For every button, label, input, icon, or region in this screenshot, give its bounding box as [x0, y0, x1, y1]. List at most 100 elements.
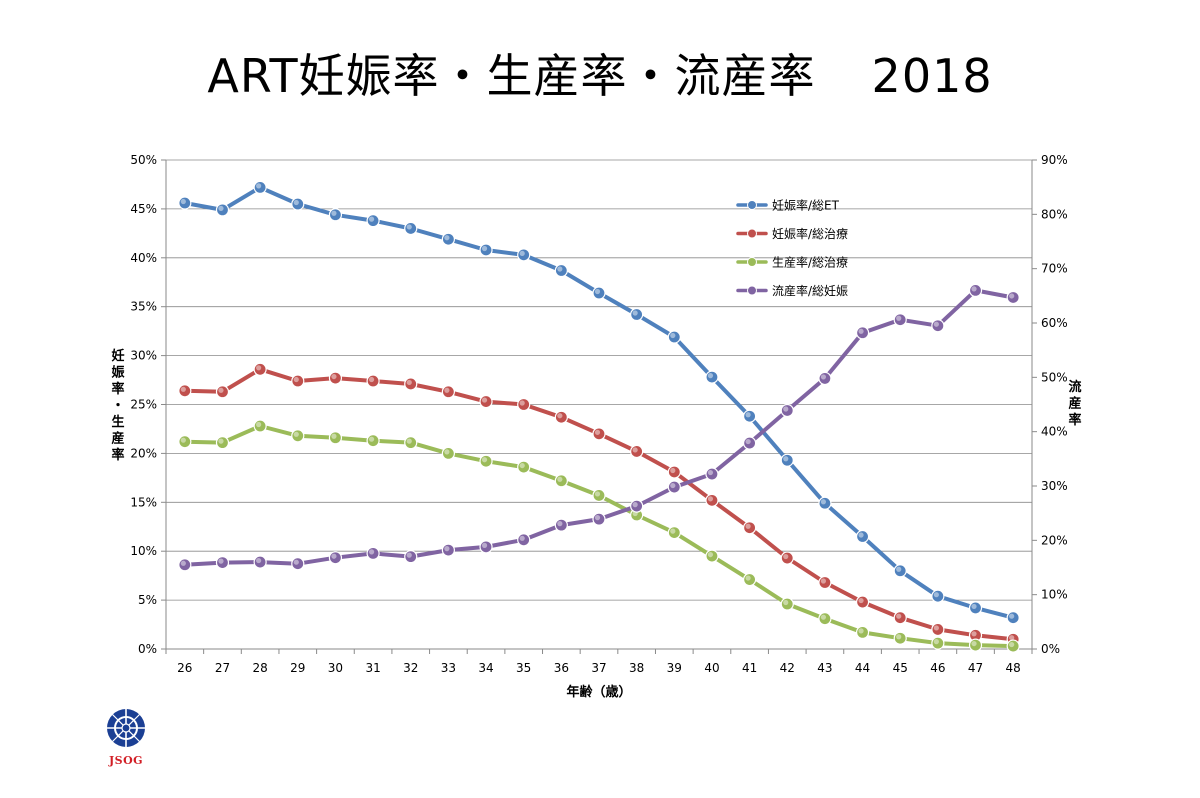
data-point-highlight [707, 496, 714, 502]
data-point-highlight [858, 532, 864, 538]
data-point-highlight [293, 431, 299, 437]
data-point-highlight [594, 515, 601, 521]
x-tick-label: 30 [328, 661, 343, 675]
y-right-tick-label: 70% [1041, 262, 1068, 276]
data-point-highlight [820, 578, 827, 584]
data-point-2 [743, 572, 757, 587]
data-point-3 [178, 558, 192, 572]
data-point-highlight [557, 266, 563, 272]
data-point-highlight [557, 521, 563, 527]
data-point-1 [517, 397, 531, 412]
data-point-1 [404, 377, 418, 391]
y-left-tick-label: 35% [130, 300, 157, 314]
data-point-highlight [971, 631, 977, 637]
data-point-0 [780, 453, 794, 467]
data-point-3 [1006, 290, 1020, 305]
x-tick-label: 42 [780, 661, 795, 675]
data-point-highlight [896, 315, 902, 321]
data-point-2 [705, 549, 719, 563]
y-right-tick-label: 30% [1041, 479, 1068, 493]
y-left-tick-label: 5% [138, 593, 157, 607]
data-point-highlight [820, 374, 827, 380]
data-point-0 [893, 564, 907, 578]
data-point-highlight [481, 542, 488, 548]
x-tick-label: 39 [667, 661, 682, 675]
data-point-0 [818, 496, 832, 510]
data-point-highlight [368, 549, 375, 555]
data-point-highlight [971, 286, 977, 292]
data-point-highlight [820, 499, 827, 505]
data-point-0 [554, 263, 568, 278]
legend-marker [747, 200, 757, 210]
data-point-highlight [745, 523, 751, 529]
data-point-highlight [218, 387, 224, 393]
y-right-tick-label: 0% [1041, 642, 1060, 656]
data-point-1 [441, 385, 455, 399]
y-right-tick-label: 90% [1041, 153, 1068, 167]
data-point-2 [253, 419, 267, 433]
x-tick-label: 26 [177, 661, 192, 675]
data-point-highlight [783, 456, 789, 462]
data-point-3 [705, 467, 719, 481]
data-point-highlight [745, 412, 751, 418]
data-point-highlight [519, 250, 525, 256]
data-point-highlight [406, 438, 412, 444]
chart-title-text: ART妊娠率・生産率・流産率 [207, 49, 816, 103]
data-point-highlight [444, 387, 450, 393]
y-axis-left-label-char: 生 [111, 414, 124, 430]
data-point-highlight [1009, 641, 1015, 648]
data-point-highlight [444, 546, 450, 552]
data-point-2 [441, 446, 455, 460]
legend-marker [747, 257, 757, 267]
jsog-logo: JSOG [104, 708, 148, 767]
data-point-highlight [971, 603, 977, 610]
data-point-1 [818, 575, 832, 590]
data-point-1 [479, 394, 493, 409]
data-point-highlight [858, 628, 864, 634]
data-point-0 [855, 529, 870, 544]
data-point-highlight [331, 210, 337, 216]
data-point-highlight [293, 376, 299, 383]
data-point-1 [743, 521, 757, 535]
x-tick-label: 40 [704, 661, 719, 675]
data-point-3 [931, 319, 945, 333]
y-axis-left-label-char: 率 [111, 381, 124, 397]
legend-marker [747, 228, 757, 239]
data-point-1 [931, 622, 945, 637]
data-point-1 [893, 611, 907, 625]
y-left-tick-label: 50% [130, 153, 157, 167]
data-point-0 [441, 232, 455, 246]
y-axis-left-label-char: 産 [111, 431, 124, 447]
x-tick-label: 47 [968, 661, 983, 675]
x-tick-label: 38 [629, 661, 644, 675]
data-point-0 [705, 370, 719, 384]
data-point-1 [780, 551, 794, 565]
data-point-1 [630, 444, 644, 459]
data-point-highlight [444, 449, 450, 455]
data-point-highlight [406, 552, 412, 558]
data-point-highlight [745, 438, 751, 445]
data-point-highlight [519, 400, 525, 406]
data-point-1 [705, 493, 719, 507]
data-point-2 [554, 474, 568, 488]
data-point-highlight [218, 205, 224, 211]
data-point-3 [441, 543, 455, 557]
data-point-highlight [481, 397, 488, 403]
data-point-1 [855, 595, 870, 609]
y-right-tick-label: 60% [1041, 316, 1068, 330]
data-point-highlight [632, 310, 638, 316]
x-tick-label: 36 [554, 661, 569, 675]
data-point-3 [517, 533, 531, 547]
x-tick-label: 44 [855, 661, 870, 675]
data-point-3 [328, 551, 343, 565]
data-point-0 [291, 197, 305, 211]
data-point-highlight [293, 559, 299, 565]
data-point-0 [743, 409, 757, 423]
data-point-highlight [632, 502, 638, 508]
chart-title-year: 2018 [871, 49, 993, 103]
data-point-highlight [331, 433, 337, 439]
data-point-highlight [745, 575, 751, 581]
jsog-emblem-icon [107, 709, 145, 747]
y-left-tick-label: 25% [130, 398, 157, 412]
